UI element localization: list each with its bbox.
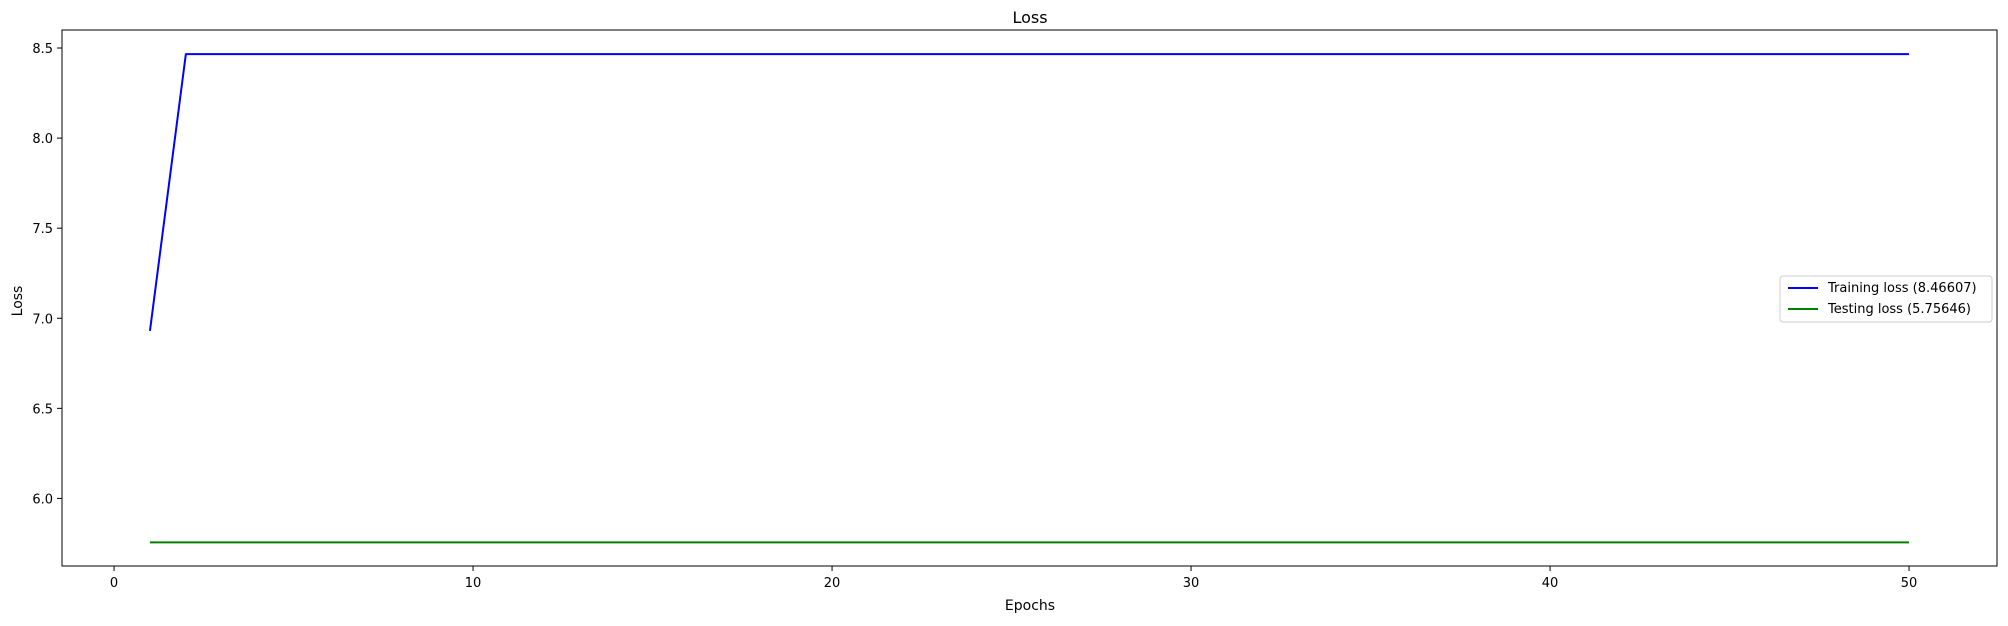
plot-frame [61,29,1998,567]
training-loss-line [148,53,1910,332]
x-tick-label: 10 [465,576,482,591]
y-axis-ticks: 6.0 6.5 7.0 7.5 8.0 8.5 [32,42,62,507]
legend-label-training: Training loss (8.46607) [1827,281,1977,296]
y-axis-label: Loss [10,286,26,317]
legend-box [1779,275,1993,323]
y-tick-label: 7.0 [32,312,53,327]
x-tick-label: 30 [1183,576,1200,591]
y-tick-label: 6.0 [32,492,53,507]
x-tick-label: 20 [824,576,841,591]
y-tick-label: 8.0 [32,132,53,147]
y-tick-label: 7.5 [32,222,53,237]
series-layer [148,53,1910,544]
chart-title: Loss [1012,8,1047,27]
x-tick-label: 40 [1542,576,1559,591]
x-tick-label: 50 [1901,576,1918,591]
y-tick-label: 6.5 [32,402,53,417]
y-tick-label: 8.5 [32,42,53,57]
legend: Training loss (8.46607) Testing loss (5.… [1779,275,1993,323]
x-tick-label: 0 [110,576,118,591]
legend-label-testing: Testing loss (5.75646) [1827,302,1971,317]
x-axis-ticks: 0 10 20 30 40 50 [110,566,1917,591]
x-axis-label: Epochs [1005,598,1055,614]
